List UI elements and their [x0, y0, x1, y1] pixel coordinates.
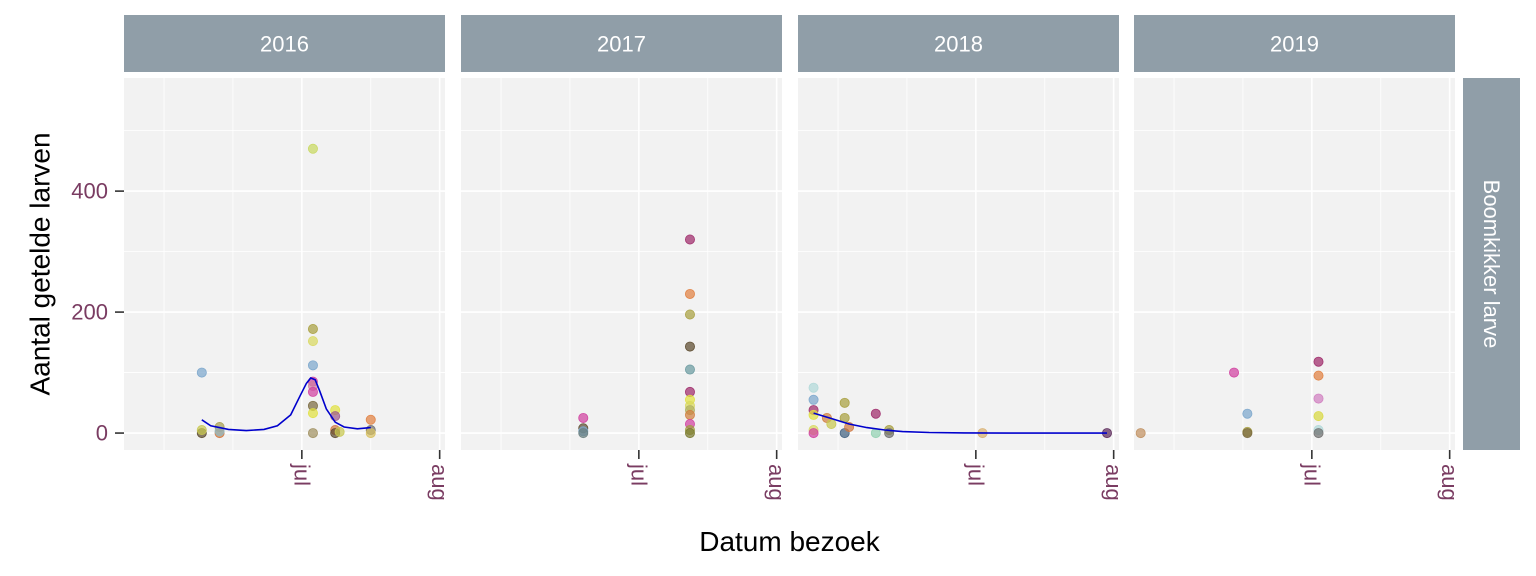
data-point [334, 426, 345, 437]
facet-strip-label: 2018 [934, 32, 983, 57]
data-point [808, 409, 819, 420]
y-tick-label: 400 [71, 179, 108, 204]
facet-strip-2018 [798, 15, 1119, 72]
x-tick-label: aug [1101, 464, 1126, 501]
data-point [684, 409, 695, 420]
data-point [365, 414, 376, 425]
data-point [808, 428, 819, 439]
data-point [578, 428, 589, 439]
data-point [1313, 428, 1324, 439]
data-point [826, 418, 837, 429]
y-axis-title: Aantal getelde larven [25, 132, 56, 395]
data-point [684, 309, 695, 320]
data-point [870, 408, 881, 419]
data-point [307, 360, 318, 371]
data-point [578, 412, 589, 423]
y-axis: 0 200 400 [71, 179, 124, 446]
facet-strip-label: 2016 [260, 32, 309, 57]
data-point [307, 336, 318, 347]
panel-background [461, 78, 782, 450]
data-point [1242, 428, 1253, 439]
x-tick-label: jul [1299, 463, 1324, 486]
panel-background [798, 78, 1119, 450]
data-point [684, 288, 695, 299]
facet-strip-2019 [1134, 15, 1455, 72]
data-point [307, 324, 318, 335]
facet-panel-2018: 2018 jul aug [798, 15, 1126, 501]
data-point [684, 234, 695, 245]
data-point [1313, 411, 1324, 422]
data-point [684, 364, 695, 375]
data-point [1135, 428, 1146, 439]
facet-row-label: Boomkikker larve [1479, 180, 1504, 349]
data-point [196, 367, 207, 378]
data-point [196, 425, 207, 436]
facet-strip-label: 2017 [597, 32, 646, 57]
data-point [307, 428, 318, 439]
panel-background [124, 78, 445, 450]
x-tick-label: jul [289, 463, 314, 486]
data-point [365, 428, 376, 439]
data-point [684, 428, 695, 439]
trend-line [201, 377, 371, 432]
data-point [839, 397, 850, 408]
data-point [1242, 408, 1253, 419]
facet-panels: 2016 jul aug 2017 jul aug 2018 jul aug 2019 jul aug [124, 15, 1462, 501]
data-point [1229, 367, 1240, 378]
panel-background [1134, 78, 1455, 450]
x-tick-label: jul [963, 463, 988, 486]
x-axis-title: Datum bezoek [699, 526, 881, 557]
facet-panel-2017: 2017 jul aug [461, 15, 789, 501]
trend-line [813, 412, 1107, 434]
facet-row-strip-background [1463, 78, 1520, 450]
data-point [307, 143, 318, 154]
facet-strip-label: 2019 [1270, 32, 1319, 57]
facet-panel-2016: 2016 jul aug [124, 15, 452, 501]
y-tick-label: 200 [71, 300, 108, 325]
x-tick-label: aug [427, 464, 452, 501]
data-point [214, 426, 225, 437]
data-point [307, 386, 318, 397]
facet-strip-2016 [124, 15, 445, 72]
facet-panel-2019: 2019 jul aug [1134, 15, 1462, 501]
facet-strip-2017 [461, 15, 782, 72]
data-point [808, 394, 819, 405]
x-tick-label: aug [1437, 464, 1462, 501]
x-tick-label: jul [626, 463, 651, 486]
data-point [808, 382, 819, 393]
data-point [684, 341, 695, 352]
data-point [1313, 356, 1324, 367]
x-tick-label: aug [764, 464, 789, 501]
data-point [1313, 370, 1324, 381]
y-tick-label: 0 [96, 421, 108, 446]
data-point [1313, 393, 1324, 404]
facet-row-strip: Boomkikker larve [1463, 78, 1520, 450]
data-point [307, 408, 318, 419]
